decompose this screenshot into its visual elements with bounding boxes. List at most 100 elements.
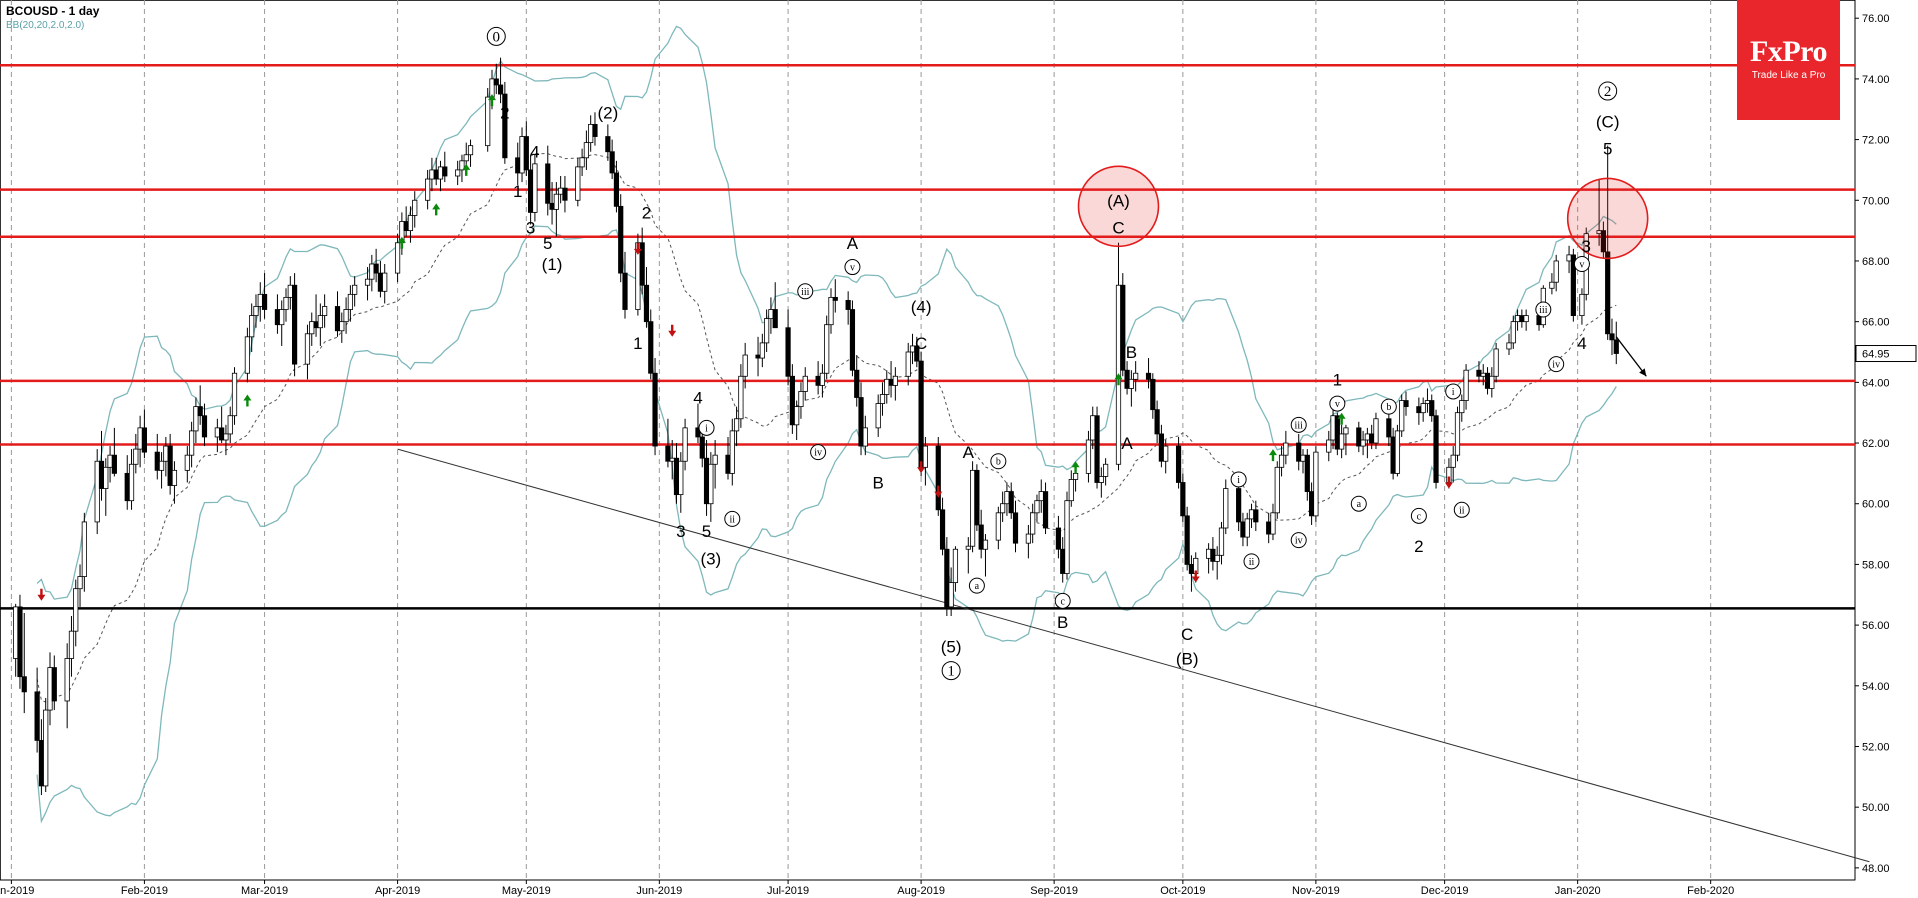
candle-body <box>712 454 718 465</box>
candle <box>485 88 491 152</box>
candle <box>1364 427 1370 459</box>
buy-signal-arrow <box>397 236 406 249</box>
candle-body <box>1133 372 1139 380</box>
candle <box>952 546 959 592</box>
candle-body <box>1334 415 1340 450</box>
candle-body <box>1012 512 1019 544</box>
candle-body <box>528 169 534 213</box>
candle <box>1000 491 1006 522</box>
candle <box>1236 479 1242 532</box>
candle <box>982 534 989 577</box>
candle-body <box>1244 518 1250 538</box>
candle-body <box>459 160 465 171</box>
wave-label-circle <box>1329 395 1346 412</box>
candle <box>1103 458 1109 486</box>
candle-body <box>21 676 27 693</box>
candle <box>425 169 431 210</box>
wave-label: ii <box>1249 557 1255 568</box>
wave-label: 4 <box>1577 334 1586 353</box>
candle-body <box>51 667 57 702</box>
candle <box>163 436 169 477</box>
candle <box>759 333 765 368</box>
candle-body <box>579 157 585 168</box>
candle-body <box>1484 372 1491 389</box>
candle <box>133 433 139 474</box>
candle-body <box>1506 342 1512 350</box>
wave-label-circle <box>1290 416 1307 433</box>
candle <box>1450 446 1456 483</box>
wave-label: 2 <box>1604 84 1612 100</box>
candle-body <box>352 284 358 295</box>
wave-label: (4) <box>911 297 932 316</box>
candle <box>1158 424 1165 468</box>
candle <box>364 267 371 301</box>
candle <box>1060 537 1066 583</box>
candle-body <box>1399 400 1405 432</box>
candle-body <box>1042 491 1049 529</box>
candle-body <box>939 509 946 550</box>
candle-body <box>502 93 508 159</box>
candle-body <box>1072 472 1079 480</box>
candle-body <box>347 293 353 310</box>
candle <box>1012 500 1019 553</box>
candle <box>1600 221 1606 258</box>
candle-body <box>618 205 624 274</box>
wave-label: v <box>1579 260 1584 271</box>
wave-label: 3 <box>1581 237 1590 256</box>
wave-label: 2 <box>1414 537 1423 556</box>
candle <box>81 512 87 592</box>
candle <box>227 406 233 444</box>
candle <box>622 251 628 319</box>
wave-label-circle <box>990 453 1007 470</box>
wave-label: 1 <box>633 334 642 353</box>
candle-body <box>304 333 311 365</box>
candle <box>665 418 671 468</box>
candle <box>1519 309 1525 328</box>
candle-body <box>849 309 856 371</box>
wave-label-circle <box>1445 383 1462 400</box>
candle <box>708 452 714 522</box>
candle <box>1459 394 1465 422</box>
candle-body <box>699 436 705 459</box>
symbol: BCOUSD <box>6 4 59 18</box>
candle <box>1145 358 1152 389</box>
candle <box>334 291 341 337</box>
candle <box>789 364 795 434</box>
buy-signal-arrow <box>1337 412 1346 425</box>
candle <box>794 400 800 440</box>
candle <box>64 643 70 729</box>
candle <box>394 233 401 283</box>
candle <box>884 370 890 404</box>
candle <box>849 300 856 377</box>
candle-body <box>519 136 525 174</box>
candle-body <box>1150 378 1156 411</box>
candle-body <box>1223 488 1229 529</box>
candle <box>17 594 23 689</box>
wave-label: iii <box>1295 420 1304 431</box>
candle-body <box>73 588 79 632</box>
wave-label-circle <box>968 577 985 594</box>
candle-body <box>648 321 654 374</box>
candle <box>935 436 941 516</box>
candle <box>712 440 718 489</box>
candle-body <box>334 306 341 332</box>
candle-body <box>103 466 109 489</box>
candle <box>733 406 740 447</box>
candle-body <box>1030 512 1036 535</box>
candle <box>1214 546 1220 580</box>
candle-body <box>1403 400 1409 408</box>
bollinger-upper-band <box>36 25 1617 600</box>
wave-label: b <box>1386 402 1391 413</box>
candles <box>13 57 1619 796</box>
candle <box>322 294 328 328</box>
candle <box>459 154 465 183</box>
candle <box>111 427 117 477</box>
wave-label: B <box>1057 613 1068 632</box>
candle <box>545 145 551 216</box>
buy-signal-arrow <box>1114 373 1123 386</box>
candle <box>858 382 864 456</box>
candle-body <box>742 354 748 377</box>
candle <box>1008 482 1014 519</box>
candle-body <box>759 342 765 359</box>
candle-body <box>201 415 208 438</box>
